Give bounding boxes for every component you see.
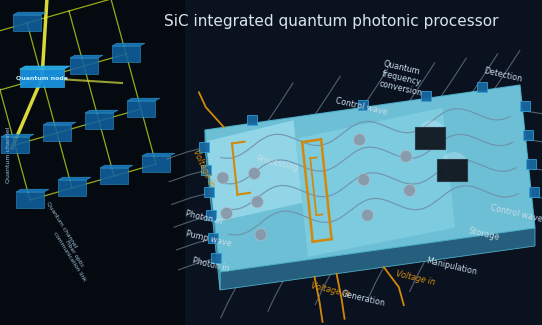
Text: Quantum channel: Quantum channel (46, 201, 78, 249)
Text: SiC integrated quantum photonic processor: SiC integrated quantum photonic processo… (164, 14, 498, 29)
Bar (1, 137, 29, 153)
Bar (199, 142, 209, 152)
Circle shape (362, 209, 373, 221)
Circle shape (440, 152, 468, 180)
Text: Voltage in: Voltage in (191, 148, 216, 188)
Bar (529, 187, 539, 197)
Text: Generation: Generation (340, 289, 386, 308)
Text: Quantum
frequency
conversion: Quantum frequency conversion (378, 59, 428, 98)
Text: Pump wave: Pump wave (185, 229, 233, 248)
Bar (358, 99, 367, 110)
Bar (247, 115, 257, 125)
Bar (127, 101, 155, 117)
Bar (142, 156, 170, 172)
Polygon shape (43, 122, 76, 125)
Polygon shape (205, 130, 220, 290)
Text: Photon in: Photon in (192, 256, 231, 273)
Bar (477, 83, 487, 92)
Text: Detection: Detection (483, 66, 523, 84)
Text: Voltage in: Voltage in (310, 281, 351, 299)
Bar (100, 168, 128, 184)
Bar (85, 113, 113, 129)
Text: Manipulation: Manipulation (425, 256, 478, 277)
Bar (112, 46, 140, 62)
Polygon shape (220, 228, 535, 290)
Polygon shape (295, 108, 455, 257)
Bar (16, 192, 44, 208)
Polygon shape (13, 12, 46, 15)
Circle shape (404, 185, 416, 197)
Bar (437, 159, 467, 181)
Bar (209, 233, 218, 243)
Polygon shape (127, 98, 160, 101)
Circle shape (400, 150, 412, 162)
Polygon shape (70, 55, 103, 58)
Text: Storage: Storage (468, 226, 501, 242)
Text: Photon in: Photon in (185, 209, 224, 227)
Bar (0, 0, 200, 325)
Bar (415, 127, 444, 150)
Bar (520, 101, 530, 111)
Polygon shape (1, 134, 34, 137)
Polygon shape (100, 165, 133, 168)
Text: Quantum channel: Quantum channel (5, 127, 10, 183)
Text: Fiber optic
communication link: Fiber optic communication link (52, 228, 92, 282)
Polygon shape (206, 120, 302, 222)
Bar (20, 69, 64, 87)
Text: Control wave: Control wave (490, 203, 542, 224)
Bar (421, 90, 430, 100)
Polygon shape (112, 43, 145, 46)
Bar (58, 180, 86, 196)
Circle shape (248, 167, 260, 179)
Polygon shape (20, 66, 70, 69)
Bar (185, 0, 542, 325)
Circle shape (221, 207, 233, 219)
Circle shape (217, 172, 229, 184)
Polygon shape (16, 189, 49, 192)
Bar (204, 188, 214, 198)
Bar (523, 130, 533, 140)
Bar (13, 15, 41, 31)
Text: Processing: Processing (255, 154, 299, 173)
Bar (43, 125, 71, 141)
Bar (70, 58, 98, 74)
Circle shape (255, 228, 267, 240)
Circle shape (418, 121, 446, 149)
Bar (210, 253, 221, 263)
Circle shape (358, 174, 370, 186)
Circle shape (251, 196, 263, 208)
Bar (206, 210, 216, 220)
Circle shape (353, 134, 365, 146)
Text: Voltage in: Voltage in (395, 269, 436, 287)
Polygon shape (142, 153, 175, 156)
Bar (526, 159, 536, 169)
Text: Control wave: Control wave (335, 96, 389, 117)
Polygon shape (205, 85, 535, 272)
Polygon shape (85, 110, 118, 113)
Text: Quantum node: Quantum node (16, 75, 68, 81)
Bar (201, 165, 211, 175)
Polygon shape (58, 177, 91, 180)
